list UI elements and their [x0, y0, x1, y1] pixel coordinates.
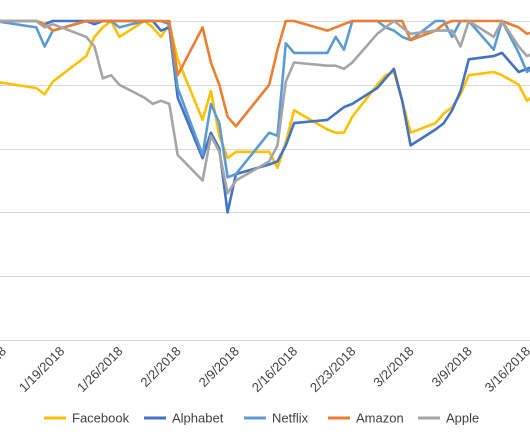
legend-item-alphabet: Alphabet	[144, 411, 224, 426]
x-tick-label: 1/26/2018	[74, 344, 126, 396]
legend-item-facebook: Facebook	[44, 411, 130, 426]
series-line-netflix	[0, 19, 530, 179]
legend: Facebook Alphabet Netflix Amazon Apple	[44, 411, 479, 426]
legend-item-apple: Apple	[418, 411, 479, 426]
x-tick-label: 2/9/2018	[196, 344, 242, 390]
series-line-facebook	[0, 19, 530, 169]
x-tick-label: 1/12/2018	[0, 344, 9, 396]
x-tick-label: 3/9/2018	[429, 344, 475, 390]
x-tick-label: 3/2/2018	[370, 344, 416, 390]
legend-item-amazon: Amazon	[328, 411, 404, 426]
legend-label: Netflix	[272, 411, 309, 426]
series-lines	[0, 19, 530, 214]
plot-area	[0, 19, 530, 214]
x-tick-label: 2/16/2018	[249, 344, 301, 396]
legend-label: Amazon	[356, 411, 404, 426]
series-line-alphabet	[0, 19, 530, 214]
legend-label: Apple	[446, 411, 479, 426]
y-gridlines	[0, 21, 530, 341]
x-tick-label: 2/23/2018	[307, 344, 359, 396]
legend-item-netflix: Netflix	[244, 411, 309, 426]
x-tick-label: 3/16/2018	[482, 344, 530, 396]
series-line-apple	[0, 19, 530, 195]
x-tick-label: 2/2/2018	[137, 344, 183, 390]
series-line-amazon	[0, 19, 530, 128]
x-tick-label: 1/19/2018	[16, 344, 68, 396]
x-axis-tick-labels: 1/12/2018 1/19/2018 1/26/2018 2/2/2018 2/9/2…	[0, 344, 530, 396]
legend-label: Alphabet	[172, 411, 224, 426]
legend-label: Facebook	[72, 411, 130, 426]
